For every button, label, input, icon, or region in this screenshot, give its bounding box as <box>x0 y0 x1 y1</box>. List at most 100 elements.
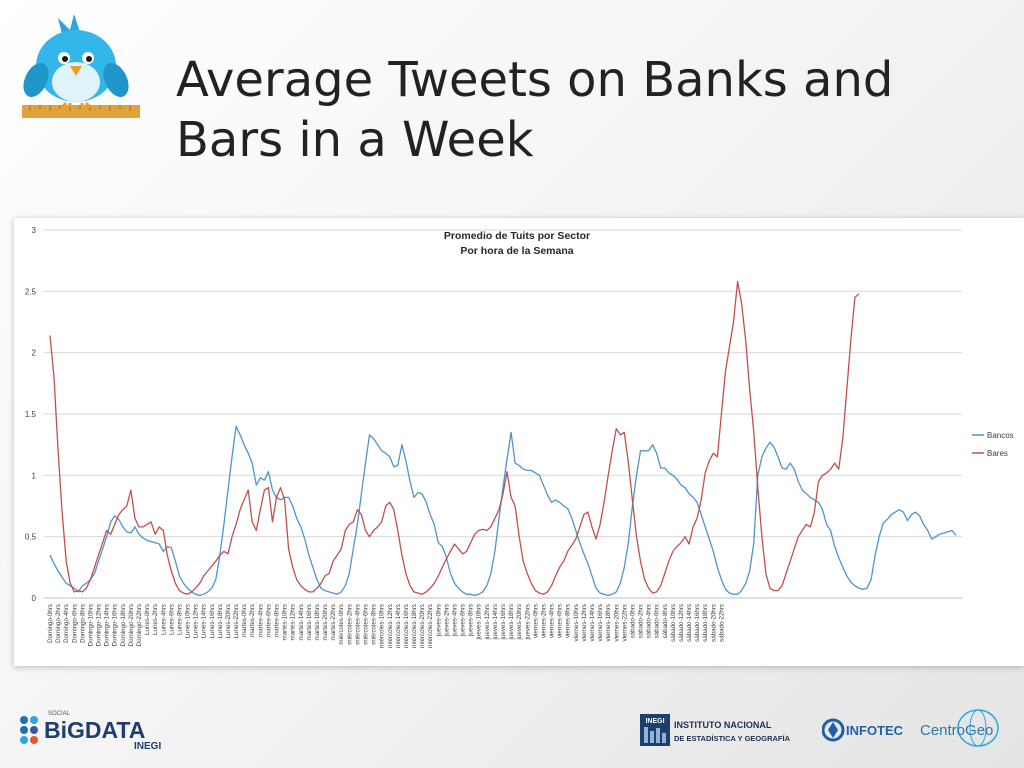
x-tick-label: Lunes-18hrs <box>217 604 224 638</box>
x-tick-label: jueves-6hrs <box>460 604 467 637</box>
x-tick-label: miércoles-4hrs <box>354 604 361 645</box>
y-tick-label: 2.5 <box>25 287 37 296</box>
x-tick-label: sábado-4hrs <box>646 604 653 638</box>
x-tick-label: viernes-8hrs <box>565 604 572 638</box>
x-tick-label: Domingo-22hrs <box>136 604 143 646</box>
x-tick-label: miércoles-0hrs <box>338 604 345 645</box>
x-tick-label: viernes-22hrs <box>621 604 628 642</box>
x-tick-label: jueves-0hrs <box>435 604 442 637</box>
infotec-logo: INFOTEC <box>822 718 904 742</box>
centrogeo-logo: CentroGeo <box>920 709 999 747</box>
x-tick-label: martes-16hrs <box>306 604 313 640</box>
chart-subtitle: Por hora de la Semana <box>460 245 573 257</box>
x-tick-label: miércoles-10hrs <box>379 604 386 648</box>
x-tick-label: Lunes-2hrs <box>152 604 159 635</box>
y-axis-ticks: 0 0.5 1 1.5 2 2.5 3 <box>25 226 37 603</box>
x-tick-label: Lunes-14hrs <box>201 604 208 638</box>
x-tick-label: jueves-16hrs <box>500 604 507 640</box>
x-tick-label: martes-0hrs <box>241 604 248 637</box>
legend-label-bares: Bares <box>987 449 1008 458</box>
bigdata-small-text: SOCIAL <box>48 711 71 717</box>
y-tick-label: 2 <box>32 349 37 358</box>
x-tick-label: viernes-4hrs <box>549 604 556 638</box>
inegi-logo: INEGI INSTITUTO NACIONAL DE ESTADÍSTICA … <box>640 714 791 746</box>
x-tick-label: Domingo-20hrs <box>128 604 135 646</box>
x-tick-label: jueves-2hrs <box>443 604 450 637</box>
x-tick-label: miércoles-20hrs <box>419 604 426 648</box>
y-tick-label: 3 <box>32 226 37 235</box>
x-tick-label: Lunes-10hrs <box>185 604 192 638</box>
series-line-bares <box>49 280 860 595</box>
x-tick-label: viernes-18hrs <box>605 604 612 642</box>
x-tick-label: jueves-14hrs <box>492 604 499 640</box>
x-tick-label: martes-4hrs <box>257 604 264 637</box>
inegi-mark-text: INEGI <box>645 718 664 725</box>
x-tick-label: viernes-0hrs <box>532 604 539 638</box>
x-tick-label: Domingo-2hrs <box>55 604 62 643</box>
x-tick-label: miércoles-16hrs <box>403 604 410 648</box>
x-tick-label: miércoles-8hrs <box>371 604 378 645</box>
x-tick-label: jueves-22hrs <box>524 604 531 640</box>
x-tick-label: viernes-10hrs <box>573 604 580 642</box>
x-tick-label: viernes-12hrs <box>581 604 588 642</box>
x-tick-label: Lunes-20hrs <box>225 604 232 638</box>
x-tick-label: Lunes-6hrs <box>168 604 175 635</box>
x-tick-label: Domingo-14hrs <box>104 604 111 646</box>
x-tick-label: viernes-20hrs <box>613 604 620 642</box>
x-tick-label: sábado-10hrs <box>670 604 677 642</box>
series-layer <box>49 280 957 597</box>
x-tick-label: miércoles-22hrs <box>427 604 434 648</box>
x-tick-label: jueves-12hrs <box>484 604 491 640</box>
x-tick-label: sábado-22hrs <box>718 604 725 642</box>
grid-layer <box>44 229 962 599</box>
x-tick-label: sábado-8hrs <box>662 604 669 638</box>
y-tick-label: 0.5 <box>25 533 37 542</box>
x-tick-label: jueves-8hrs <box>468 604 475 637</box>
x-tick-label: miércoles-2hrs <box>346 604 353 645</box>
x-tick-label: sábado-12hrs <box>678 604 685 642</box>
x-tick-label: Lunes-12hrs <box>193 604 200 638</box>
x-tick-label: martes-20hrs <box>322 604 329 640</box>
chart-title: Promedio de Tuits por Sector <box>444 230 590 242</box>
x-tick-label: Domingo-10hrs <box>87 604 94 646</box>
inegi-line1: INSTITUTO NACIONAL <box>674 720 772 730</box>
x-tick-label: miércoles-6hrs <box>362 604 369 645</box>
x-tick-label: Lunes-4hrs <box>160 604 167 635</box>
series-line-bancos <box>49 425 957 597</box>
bird-mascot-logo <box>22 14 140 118</box>
x-tick-label: martes-10hrs <box>282 604 289 640</box>
x-tick-label: viernes-16hrs <box>597 604 604 642</box>
x-tick-label: jueves-18hrs <box>508 604 515 640</box>
x-axis-ticks: Domingo-0hrs Domingo-2hrs Domingo-4hrs Domi… <box>47 604 725 648</box>
chart-svg: 00.511.522.53 Domingo-0hrs Domingo-2hrs Do… <box>25 226 1014 648</box>
slide-title: Average Tweets on Banks and Bars in a We… <box>176 52 894 168</box>
bigdata-inegi-logo: SOCIAL BiGDATA INEGI <box>20 711 161 752</box>
x-tick-label: sábado-2hrs <box>638 604 645 638</box>
x-tick-label: Domingo-0hrs <box>47 604 54 643</box>
x-tick-label: sábado-14hrs <box>686 604 693 642</box>
x-tick-label: sábado-16hrs <box>694 604 701 642</box>
x-tick-label: martes-8hrs <box>274 604 281 637</box>
x-tick-label: miércoles-14hrs <box>395 604 402 648</box>
centrogeo-text: CentroGeo <box>920 722 993 739</box>
x-tick-label: sábado-18hrs <box>702 604 709 642</box>
x-tick-label: martes-6hrs <box>265 604 272 637</box>
chart-panel: 0 0.5 1 1.5 2 2.5 3 Domingo-0hrs Domingo-2hrs Do… <box>14 218 1024 666</box>
x-tick-label: martes-12hrs <box>290 604 297 640</box>
x-tick-label: Domingo-6hrs <box>71 604 78 643</box>
x-tick-label: jueves-4hrs <box>451 604 458 637</box>
x-tick-label: miércoles-12hrs <box>387 604 394 648</box>
x-tick-label: miércoles-18hrs <box>411 604 418 648</box>
x-tick-label: sábado-6hrs <box>654 604 661 638</box>
legend-label-bancos: Bancos <box>987 431 1014 440</box>
bigdata-inegi-text: INEGI <box>134 741 161 752</box>
bigdata-text: BiGDATA <box>44 717 145 743</box>
infotec-text: INFOTEC <box>846 723 904 738</box>
x-tick-label: viernes-6hrs <box>557 604 564 638</box>
inegi-line2: DE ESTADÍSTICA Y GEOGRAFÍA <box>674 734 791 743</box>
x-tick-label: Lunes-8hrs <box>176 604 183 635</box>
x-tick-label: viernes-2hrs <box>540 604 547 638</box>
x-tick-label: Lunes-0hrs <box>144 604 151 635</box>
x-tick-label: sábado-20hrs <box>710 604 717 642</box>
chart-legend: Bancos Bares <box>972 431 1014 458</box>
